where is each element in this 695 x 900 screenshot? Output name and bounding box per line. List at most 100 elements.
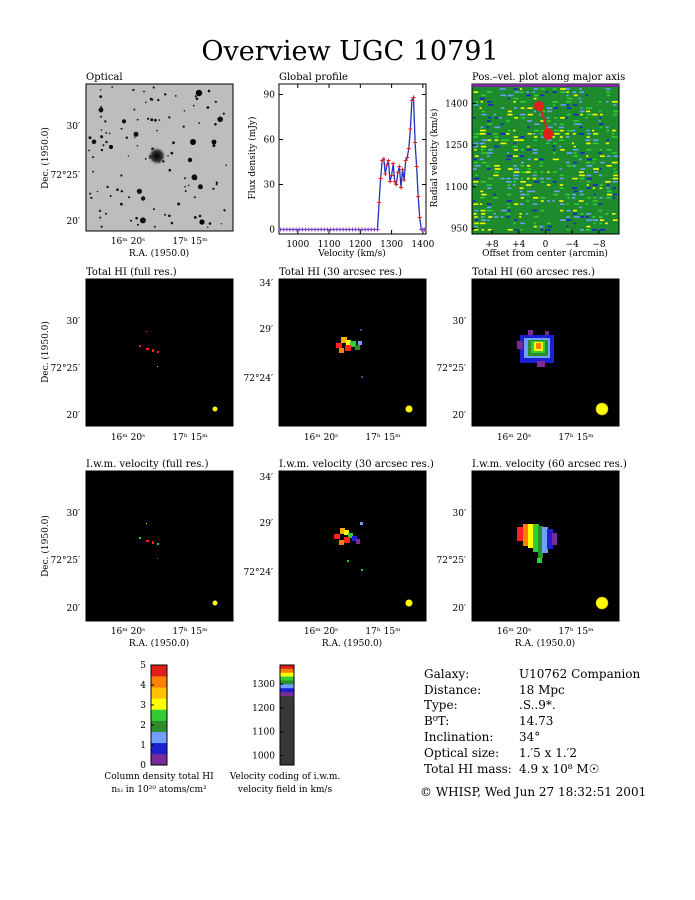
optical-title: Optical bbox=[86, 72, 123, 83]
hi-full-panel: Total HI (full res.) 30′ 72°25′ 20′ 16ᵐ … bbox=[40, 267, 234, 443]
pv-noise-cell bbox=[481, 213, 486, 215]
pv-noise-cell bbox=[565, 193, 571, 196]
pv-noise-cell bbox=[606, 133, 609, 135]
pv-noise-cell bbox=[474, 222, 479, 225]
hi-60-dec-tick-25: 72°25′ bbox=[437, 364, 466, 374]
pv-noise-cell bbox=[520, 197, 524, 199]
optical-bright-star bbox=[190, 139, 196, 145]
optical-star bbox=[144, 158, 147, 160]
pv-noise-cell bbox=[612, 101, 618, 103]
pv-noise-cell bbox=[547, 200, 550, 202]
pv-noise-cell bbox=[481, 229, 484, 231]
pv-noise-cell bbox=[553, 142, 557, 145]
pv-noise-cell bbox=[592, 229, 598, 231]
pv-noise-cell bbox=[573, 145, 576, 148]
hi-60-title: Total HI (60 arcsec res.) bbox=[472, 267, 595, 278]
pv-noise-cell bbox=[507, 203, 510, 205]
pv-noise-cell bbox=[513, 158, 520, 161]
pv-noise-cell bbox=[579, 88, 582, 90]
pv-noise-cell bbox=[519, 187, 524, 189]
vel-full-ra-tick-1: 16ᵐ 20ˢ bbox=[111, 627, 145, 637]
vel-60-ra-tick-2: 17ʰ 15ᵐ bbox=[558, 627, 594, 637]
pv-noise-cell bbox=[533, 110, 536, 113]
pv-noise-cell bbox=[585, 203, 589, 205]
pv-noise-cell bbox=[540, 133, 543, 135]
optical-star bbox=[157, 98, 160, 102]
optical-star bbox=[149, 97, 153, 101]
pv-noise-cell bbox=[559, 174, 564, 177]
pv-noise-cell bbox=[566, 165, 572, 167]
global-x-tick-label: 1200 bbox=[349, 240, 372, 250]
pv-noise-cell bbox=[612, 177, 619, 180]
optical-star bbox=[106, 185, 109, 189]
info-label-type: Type: bbox=[424, 698, 458, 712]
vel-30-dec-tick-24: 72°24′ bbox=[244, 568, 273, 578]
pv-noise-cell bbox=[487, 101, 492, 103]
pv-noise-cell bbox=[540, 110, 546, 113]
pv-noise-cell bbox=[580, 110, 585, 113]
pv-noise-cell bbox=[514, 107, 518, 109]
pv-noise-cell bbox=[474, 229, 479, 231]
optical-star bbox=[158, 119, 161, 121]
pv-noise-cell bbox=[473, 113, 477, 116]
pv-noise-cell bbox=[565, 101, 572, 103]
pv-noise-cell bbox=[473, 104, 479, 106]
pv-noise-cell bbox=[513, 142, 516, 145]
pv-noise-cell bbox=[500, 177, 505, 180]
pv-noise-cell bbox=[553, 129, 560, 132]
pv-noise-cell bbox=[586, 155, 589, 157]
pv-noise-cell bbox=[526, 91, 530, 93]
pv-noise-cell bbox=[520, 101, 526, 103]
pv-noise-cell bbox=[587, 133, 591, 135]
hi-full-map bbox=[85, 278, 234, 427]
pv-noise-cell bbox=[507, 174, 510, 177]
pv-y-tick-label: 1400 bbox=[445, 99, 468, 109]
pv-noise-cell bbox=[553, 149, 556, 151]
pv-noise-cell bbox=[488, 216, 493, 218]
galaxy-info-table: Galaxy: U10762 Companion Distance: 18 Mp… bbox=[420, 667, 646, 799]
pv-noise-cell bbox=[606, 155, 611, 157]
pv-noise-cell bbox=[514, 219, 518, 221]
optical-star bbox=[92, 156, 95, 159]
pv-noise-cell bbox=[494, 136, 499, 138]
pv-noise-cell bbox=[612, 187, 616, 189]
pv-noise-cell bbox=[514, 209, 518, 212]
optical-star bbox=[136, 223, 139, 226]
pv-noise-cell bbox=[513, 97, 519, 100]
optical-star bbox=[223, 209, 226, 212]
pv-noise-cell bbox=[572, 91, 577, 93]
pv-noise-cell bbox=[506, 158, 511, 161]
pv-noise-cell bbox=[487, 139, 491, 141]
pv-noise-cell bbox=[553, 123, 557, 125]
vel-30-panel: I.w.m. velocity (30 arcsec res.) 34′ 29′… bbox=[244, 459, 434, 649]
velocity-colorbar-frame bbox=[279, 664, 295, 766]
hi-full-title: Total HI (full res.) bbox=[86, 267, 177, 278]
pv-noise-cell bbox=[520, 222, 525, 225]
pv-noise-cell bbox=[521, 149, 525, 151]
vel-full-dec-tick-20: 20′ bbox=[67, 604, 81, 614]
global-x-tick-label: 1000 bbox=[286, 240, 309, 250]
pv-noise-cell bbox=[585, 216, 589, 218]
pv-noise-cell bbox=[526, 219, 529, 221]
pv-noise-cell bbox=[480, 190, 484, 193]
pv-noise-cell bbox=[580, 113, 583, 116]
optical-star bbox=[135, 216, 138, 220]
optical-star bbox=[132, 88, 135, 92]
global-y-tick-label: 60 bbox=[264, 136, 276, 146]
pv-noise-cell bbox=[567, 129, 574, 132]
pv-noise-cell bbox=[473, 203, 479, 205]
info-label-hi-mass: Total HI mass: bbox=[424, 762, 512, 776]
pv-noise-cell bbox=[527, 168, 532, 170]
pv-noise-cell bbox=[494, 110, 498, 113]
pv-noise-cell bbox=[513, 165, 517, 167]
pv-noise-cell bbox=[486, 193, 490, 196]
hi-60-ra-tick-1: 16ᵐ 20ˢ bbox=[497, 433, 531, 443]
vel-full-map bbox=[85, 470, 234, 622]
pv-noise-cell bbox=[507, 229, 513, 231]
pv-noise-cell bbox=[486, 209, 493, 212]
pv-y-tick-label: 950 bbox=[451, 224, 468, 234]
hi-30-beam bbox=[405, 405, 413, 413]
optical-star bbox=[167, 154, 169, 157]
pv-noise-cell bbox=[487, 200, 493, 202]
pv-noise-cell bbox=[573, 229, 576, 231]
